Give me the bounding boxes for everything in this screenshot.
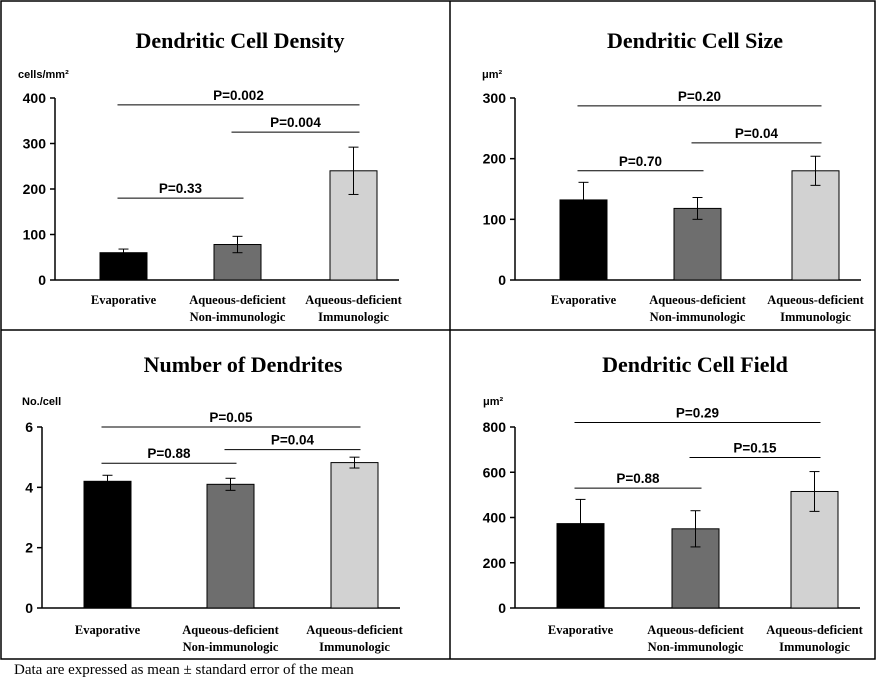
x-category-label: Aqueous-deficient [766,623,863,637]
x-category-label: Aqueous-deficient [182,623,279,637]
chart-title: Dendritic Cell Density [136,28,345,53]
y-tick-label: 0 [25,600,33,616]
p-value-label: P=0.33 [159,181,203,196]
x-category-label: Non-immunologic [190,310,286,324]
x-category-label: Immunologic [318,310,389,324]
p-value-label: P=0.29 [676,405,719,420]
chart-panel: Dendritic Cell Size μm² 0 100 200 300 Evaporat… [482,28,865,324]
y-axis-label: μm² [482,69,503,81]
x-category-label: Non-immunologic [648,640,744,654]
x-category-label: Aqueous-deficient [189,293,286,307]
x-category-label: Aqueous-deficient [306,623,403,637]
y-tick-label: 800 [483,419,507,435]
y-tick-label: 0 [498,600,506,616]
y-tick-label: 0 [498,272,506,288]
x-category-label: Evaporative [75,623,141,637]
x-category-label: Evaporative [551,293,617,307]
y-tick-label: 2 [25,540,33,556]
x-category-label: Aqueous-deficient [305,293,402,307]
chart-panel: Dendritic Cell Field μm² 0 200 400 600 800 Evap… [483,352,864,654]
p-value-label: P=0.004 [270,115,321,130]
charts-layer: Dendritic Cell Densitycells/mm²010020030… [18,28,865,654]
p-value-label: P=0.70 [619,154,662,169]
y-tick-label: 300 [23,136,47,152]
bar [83,480,132,609]
chart-title: Dendritic Cell Size [607,28,783,53]
bar [330,462,379,609]
p-value-label: P=0.15 [733,441,777,456]
p-value-label: P=0.04 [271,433,315,448]
p-value-label: P=0.88 [147,446,191,461]
y-axis-label: μm² [483,396,504,408]
y-tick-label: 200 [23,181,47,197]
x-category-label: Non-immunologic [650,310,746,324]
x-category-label: Non-immunologic [183,640,279,654]
y-tick-label: 400 [483,510,507,526]
y-axis-label: No./cell [22,396,61,408]
x-category-label: Evaporative [91,293,157,307]
y-tick-label: 300 [483,90,507,106]
x-category-label: Aqueous-deficient [767,293,864,307]
chart-title: Number of Dendrites [144,352,343,377]
y-axis-label: cells/mm² [18,69,69,81]
y-tick-label: 400 [23,90,47,106]
bar [206,483,255,609]
p-value-label: P=0.88 [616,471,660,486]
y-tick-label: 4 [25,479,33,495]
y-tick-label: 0 [38,272,46,288]
chart-panel: Number of Dendrites No./cell 0 2 4 6 Evaporati… [22,352,404,654]
p-value-label: P=0.20 [678,89,721,104]
bar [791,170,840,281]
panel-borders [0,0,876,660]
y-tick-label: 6 [25,419,33,435]
x-category-label: Aqueous-deficient [649,293,746,307]
x-category-label: Aqueous-deficient [647,623,744,637]
p-value-label: P=0.04 [735,126,779,141]
x-category-label: Immunologic [779,640,850,654]
chart-panel: Dendritic Cell Density cells/mm² 0 100 200 30… [18,28,403,324]
bar [99,252,148,281]
y-tick-label: 100 [23,227,47,243]
y-tick-label: 100 [483,211,507,227]
p-value-label: P=0.05 [209,410,253,425]
x-category-label: Immunologic [780,310,851,324]
footnote: Data are expressed as mean ± standard er… [14,662,354,678]
x-category-label: Immunologic [319,640,390,654]
x-category-label: Evaporative [548,623,614,637]
bar [673,207,722,281]
chart-title: Dendritic Cell Field [602,352,788,377]
p-value-label: P=0.002 [213,88,264,103]
y-tick-label: 200 [483,555,507,571]
y-tick-label: 200 [483,151,507,167]
y-tick-label: 600 [483,464,507,480]
